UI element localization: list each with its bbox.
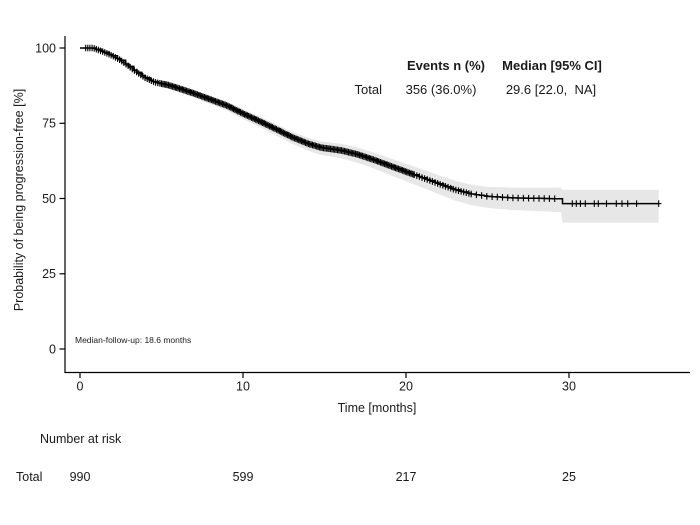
median-column-header: Median [95% CI] [502,58,602,73]
x-tick-label: 20 [399,380,413,394]
chart-svg: 0 25 50 75 100 0 10 20 30 [35,36,690,394]
x-tick-label: 30 [562,380,576,394]
y-tick-label: 100 [35,41,56,55]
risk-count-month-10: 599 [232,470,254,484]
x-tick-label: 10 [236,380,250,394]
median-followup-note: Median-follow-up: 18.6 months [75,335,192,345]
annotation-events-value: 356 (36.0%) [405,82,477,97]
risk-count-month-30: 25 [562,470,576,484]
censor-marks [83,44,662,207]
events-column-header: Events n (%) [406,58,486,73]
y-axis-title: Probability of being progression-free [%… [12,88,26,312]
y-tick-label: 50 [42,192,56,206]
ci-band [80,48,659,223]
x-tick-label: 0 [77,380,84,394]
risk-table-title: Number at risk [40,432,122,446]
annotation-row-label: Total [354,82,382,97]
y-tick-label: 75 [42,117,56,131]
y-tick-label: 25 [42,267,56,281]
annotation-median-value: 29.6 [22.0, NA] [505,82,597,97]
risk-count-month-20: 217 [395,470,417,484]
y-tick-label: 0 [49,342,56,356]
x-axis-title: Time [months] [337,401,417,415]
risk-row-label: Total [16,470,43,484]
risk-count-month-0: 990 [69,470,91,484]
